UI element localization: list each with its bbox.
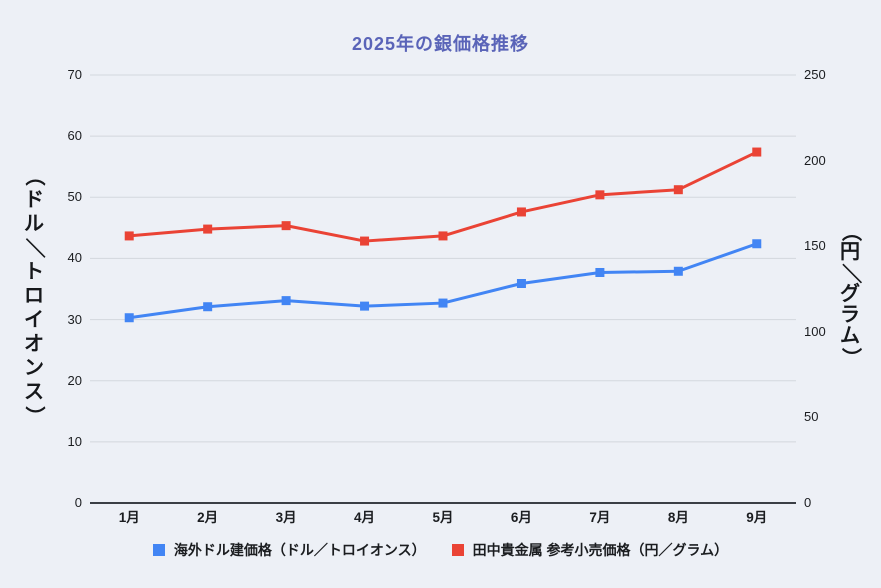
x-axis-label-8: 8月 (667, 510, 689, 525)
data-point-1 (673, 185, 683, 195)
legend: 海外ドル建価格（ドル／トロイオンス） 田中貴金属 参考小売価格（円／グラム） (0, 540, 881, 560)
left-axis-title: （ドル／トロイオンス） (23, 166, 45, 426)
right-axis-title: （円／グラム） (839, 221, 862, 368)
legend-item-yen-price: 田中貴金属 参考小売価格（円／グラム） (451, 540, 729, 560)
data-point-1 (360, 236, 370, 246)
data-point-0 (516, 278, 526, 288)
data-point-0 (595, 267, 605, 277)
left-axis-tick-10: 10 (67, 433, 82, 449)
data-point-1 (124, 231, 134, 241)
data-point-1 (203, 224, 213, 234)
legend-swatch-blue (152, 544, 165, 556)
x-axis-label-2: 2月 (197, 510, 219, 525)
data-point-1 (516, 207, 526, 217)
x-axis-label-7: 7月 (589, 510, 611, 525)
right-axis-tick-50: 50 (804, 409, 819, 425)
x-axis-label-6: 6月 (510, 510, 532, 525)
legend-swatch-red (451, 544, 464, 556)
left-axis-tick-0: 0 (74, 495, 82, 510)
left-axis-tick-30: 30 (67, 311, 82, 327)
x-axis-label-1: 1月 (118, 510, 140, 525)
right-axis-tick-200: 200 (804, 152, 826, 168)
data-point-0 (673, 266, 683, 276)
right-axis-tick-0: 0 (804, 495, 812, 510)
data-point-0 (360, 301, 370, 311)
left-axis-tick-50: 50 (67, 189, 82, 205)
left-axis-tick-40: 40 (67, 250, 82, 266)
data-point-0 (124, 313, 134, 323)
x-axis-label-5: 5月 (432, 510, 454, 525)
right-axis-tick-150: 150 (804, 238, 826, 254)
legend-label-yen-price: 田中貴金属 参考小売価格（円／グラム） (472, 542, 729, 558)
legend-item-dollar-price: 海外ドル建価格（ドル／トロイオンス） (152, 540, 426, 560)
data-point-1 (752, 147, 762, 157)
data-point-0 (438, 298, 448, 308)
data-point-0 (203, 302, 213, 312)
left-axis-tick-60: 60 (67, 128, 82, 144)
right-axis-tick-250: 250 (804, 67, 826, 82)
x-axis-label-9: 9月 (746, 510, 768, 525)
data-point-1 (438, 231, 448, 241)
chart-title: 2025年の銀価格推移 (351, 34, 530, 54)
x-axis-label-4: 4月 (354, 510, 376, 525)
right-axis-tick-100: 100 (804, 323, 826, 339)
legend-label-dollar-price: 海外ドル建価格（ドル／トロイオンス） (173, 542, 426, 558)
left-axis-tick-70: 70 (67, 67, 82, 82)
series-line-1 (129, 150, 758, 243)
data-point-0 (752, 239, 762, 249)
data-point-1 (281, 221, 291, 231)
left-axis-tick-20: 20 (67, 372, 82, 388)
data-point-0 (281, 296, 291, 306)
data-point-1 (595, 190, 605, 200)
x-axis-label-3: 3月 (275, 510, 297, 525)
